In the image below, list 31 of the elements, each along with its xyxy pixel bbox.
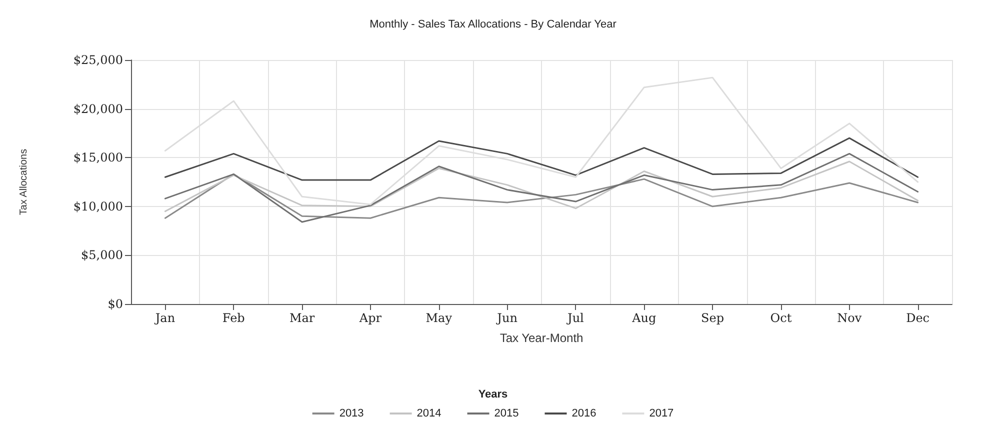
x-tick-label: Jun [495,311,518,325]
y-tick-label: $5,000 [81,248,123,262]
x-tick-label: Oct [770,311,792,325]
line-series [164,137,919,181]
y-tick-label: $25,000 [73,53,123,67]
y-axis-title: Tax Allocations [18,148,30,216]
y-tick-label: $15,000 [73,150,123,165]
legend-label: 2016 [572,408,596,420]
x-tick-label: Dec [906,311,930,325]
line-series [164,152,919,223]
x-tick-label: Apr [358,311,382,325]
x-tick-label: Jul [566,311,584,325]
x-tick-label: May [426,311,452,325]
line-series [164,173,919,219]
x-axis-title: Tax Year-Month [500,331,584,345]
y-tick-label: $20,000 [73,102,123,116]
chart-title: Monthly - Sales Tax Allocations - By Calendar Year [370,18,617,30]
legend-label: 2015 [494,408,519,420]
line-series [164,160,919,212]
y-tick-label: $10,000 [73,199,123,214]
x-tick-label: Feb [222,311,246,325]
legend-label: 2017 [649,408,674,420]
legend-title: Years [478,388,508,400]
y-tick-label: $0 [108,297,123,311]
legend-label: 2013 [339,408,364,420]
legend-label: 2014 [416,408,442,420]
x-tick-label: Jan [153,311,176,325]
x-tick-label: Mar [289,311,315,325]
x-tick-label: Aug [631,311,656,325]
x-tick-label: Sep [701,311,724,325]
x-tick-label: Nov [837,311,862,325]
